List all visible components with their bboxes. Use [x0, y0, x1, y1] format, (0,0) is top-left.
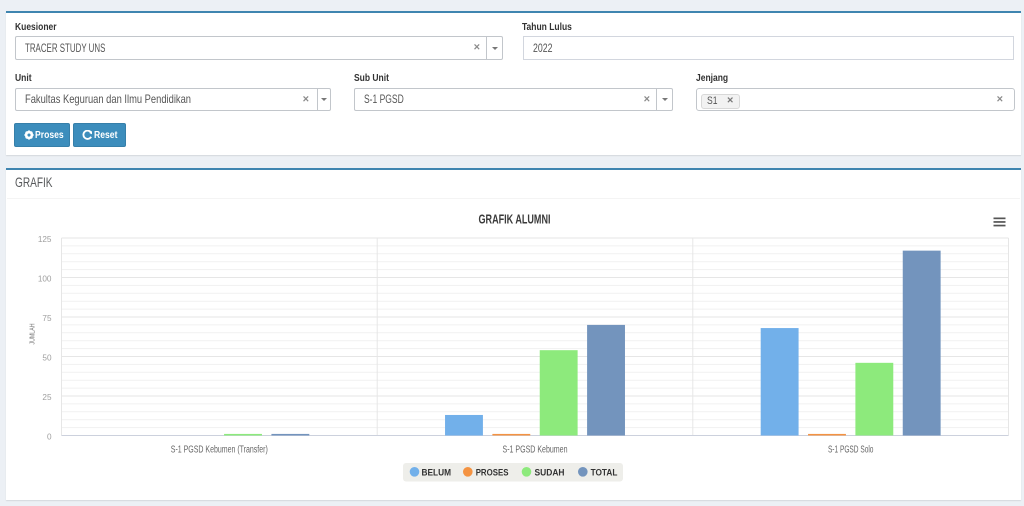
svg-text:PROSES: PROSES [476, 468, 509, 479]
svg-text:GRAFIK ALUMNI: GRAFIK ALUMNI [479, 212, 551, 227]
svg-text:TOTAL: TOTAL [591, 468, 618, 479]
svg-text:50: 50 [42, 354, 52, 363]
svg-text:S-1 PGSD Kebumen (Transfer): S-1 PGSD Kebumen (Transfer) [171, 445, 268, 456]
svg-text:BELUM: BELUM [422, 468, 452, 479]
svg-text:125: 125 [38, 235, 52, 244]
svg-text:S-1 PGSD Solo: S-1 PGSD Solo [828, 445, 874, 456]
svg-text:S-1 PGSD Kebumen: S-1 PGSD Kebumen [503, 445, 568, 456]
svg-text:25: 25 [42, 393, 52, 402]
svg-text:SUDAH: SUDAH [535, 468, 565, 479]
svg-text:100: 100 [38, 275, 52, 284]
svg-text:0: 0 [47, 433, 52, 442]
svg-text:JUMLAH: JUMLAH [28, 324, 37, 345]
svg-text:75: 75 [42, 314, 52, 323]
